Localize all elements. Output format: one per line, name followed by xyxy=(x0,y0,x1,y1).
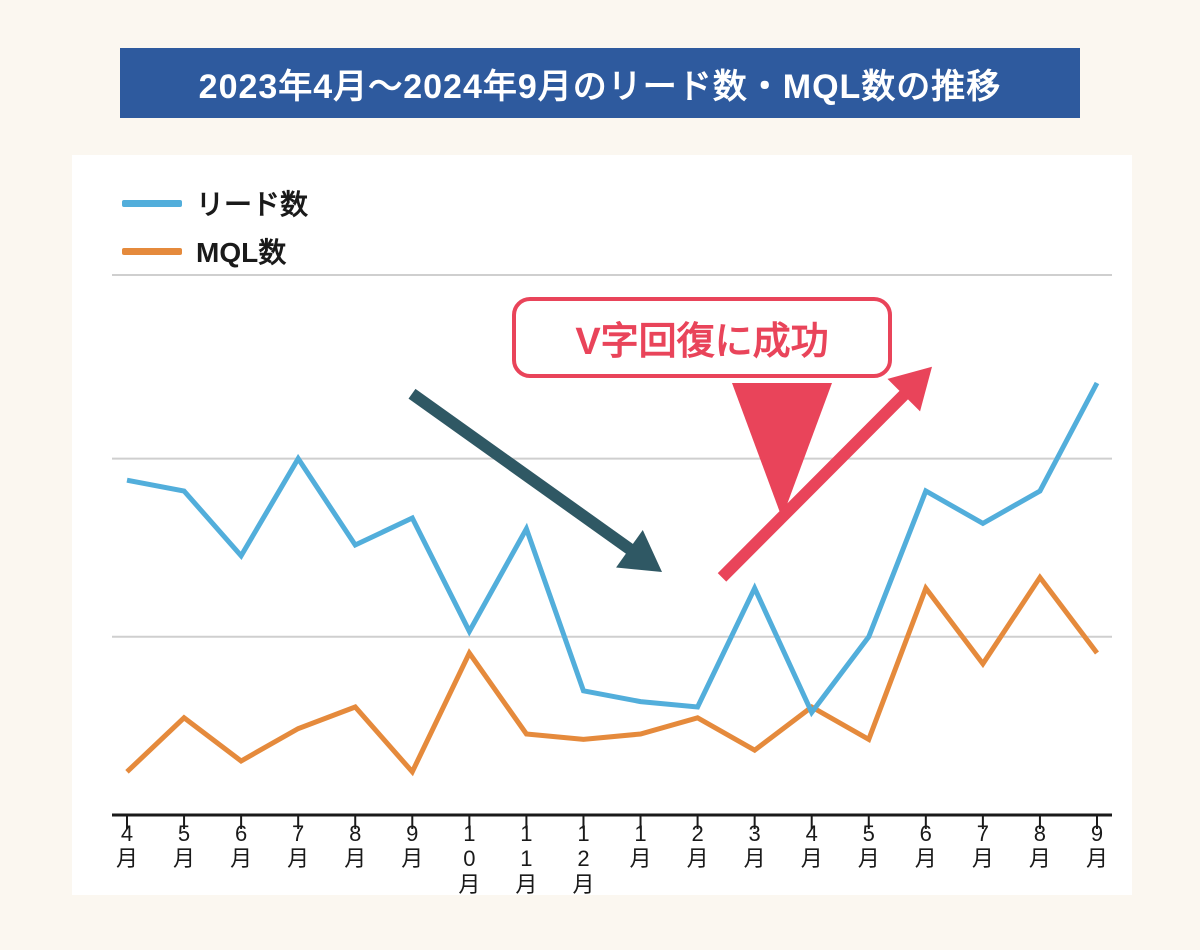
chart-title: 2023年4月～2024年9月のリード数・MQL数の推移 xyxy=(120,48,1080,118)
x-tick-label: 9月 xyxy=(401,821,423,872)
legend-swatch-lead xyxy=(122,200,182,207)
x-tick-label: 10月 xyxy=(458,821,480,897)
x-tick-label: 6月 xyxy=(230,821,252,872)
x-tick-label: 3月 xyxy=(744,821,766,872)
mql-line xyxy=(127,577,1097,771)
lead-line xyxy=(127,383,1097,712)
x-tick-label: 6月 xyxy=(915,821,937,872)
x-tick-label: 7月 xyxy=(287,821,309,872)
legend-label-mql: MQL数 xyxy=(196,231,286,271)
plot-area: 4月5月6月7月8月9月10月11月12月1月2月3月4月5月6月7月8月9月 … xyxy=(112,275,1112,815)
legend-label-lead: リード数 xyxy=(196,183,308,223)
callout-pointer xyxy=(732,383,832,518)
legend-item-lead: リード数 xyxy=(122,183,308,223)
x-tick-label: 4月 xyxy=(801,821,823,872)
chart-title-text: 2023年4月～2024年9月のリード数・MQL数の推移 xyxy=(199,59,1002,108)
legend: リード数 MQL数 xyxy=(122,183,308,279)
x-axis-labels: 4月5月6月7月8月9月10月11月12月1月2月3月4月5月6月7月8月9月 xyxy=(112,821,1112,891)
x-tick-label: 9月 xyxy=(1086,821,1108,872)
callout-text: V字回復に成功 xyxy=(575,310,828,365)
x-tick-label: 5月 xyxy=(173,821,195,872)
x-tick-label: 1月 xyxy=(630,821,652,872)
x-tick-label: 11月 xyxy=(515,821,537,897)
chart-panel: リード数 MQL数 4月5月6月7月8月9月10月11月12月1月2月3月4月5… xyxy=(72,155,1132,895)
legend-swatch-mql xyxy=(122,248,182,255)
legend-item-mql: MQL数 xyxy=(122,231,308,271)
x-tick-label: 12月 xyxy=(572,821,594,897)
callout-box: V字回復に成功 xyxy=(512,297,892,378)
x-tick-label: 8月 xyxy=(344,821,366,872)
x-tick-label: 8月 xyxy=(1029,821,1051,872)
x-tick-label: 2月 xyxy=(687,821,709,872)
x-tick-label: 7月 xyxy=(972,821,994,872)
page: 2023年4月～2024年9月のリード数・MQL数の推移 リード数 MQL数 4… xyxy=(0,0,1200,950)
x-tick-label: 4月 xyxy=(116,821,138,872)
x-tick-label: 5月 xyxy=(858,821,880,872)
